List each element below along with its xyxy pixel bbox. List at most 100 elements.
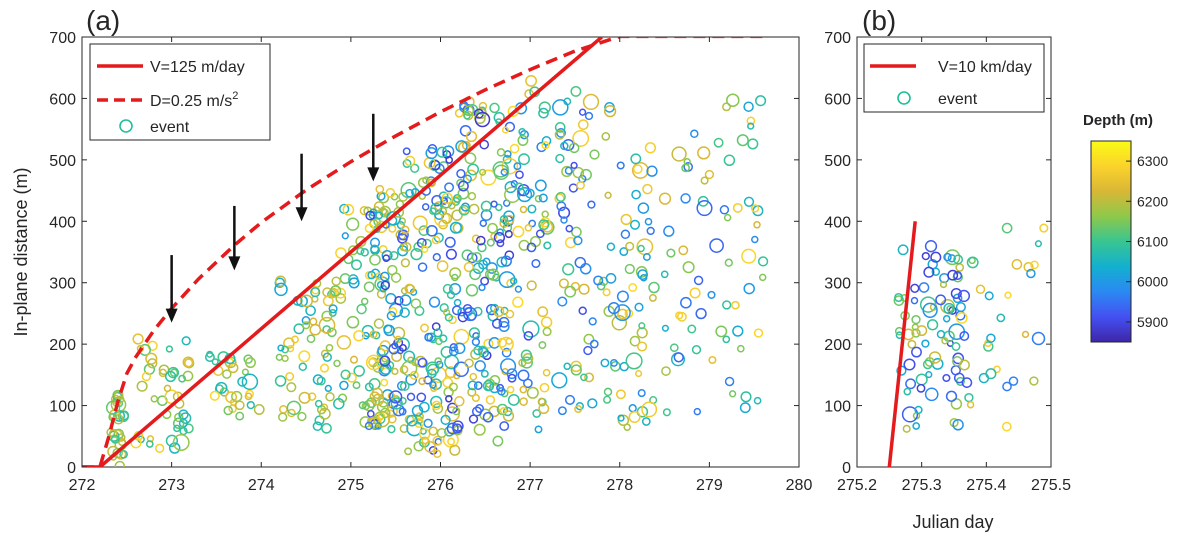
event-marker — [556, 127, 566, 138]
x-axis-label: Julian day — [912, 512, 993, 532]
event-marker — [172, 434, 190, 451]
event-marker — [950, 287, 962, 300]
event-marker — [750, 204, 760, 213]
event-marker — [617, 414, 625, 422]
event-marker — [132, 333, 144, 345]
event-marker — [753, 328, 764, 338]
event-marker — [364, 223, 374, 233]
event-marker — [986, 333, 996, 343]
event-marker — [341, 232, 349, 240]
event-marker — [310, 287, 321, 298]
event-marker — [428, 296, 441, 308]
event-marker — [513, 162, 522, 171]
event-marker — [630, 153, 642, 165]
event-marker — [728, 390, 737, 398]
event-marker — [678, 245, 689, 256]
event-marker — [244, 392, 253, 401]
event-marker — [463, 261, 475, 273]
event-marker — [320, 403, 329, 412]
event-marker — [947, 254, 956, 263]
event-marker — [346, 315, 360, 329]
event-marker — [110, 434, 120, 444]
arrows-layer-a — [165, 113, 380, 323]
event-marker — [473, 306, 483, 317]
event-marker — [1001, 222, 1013, 234]
event-marker — [453, 342, 466, 355]
event-marker — [297, 411, 307, 422]
event-marker — [499, 421, 510, 432]
event-marker — [173, 424, 181, 433]
event-marker — [959, 331, 970, 341]
event-marker — [680, 296, 692, 309]
event-marker — [370, 244, 380, 254]
event-marker — [471, 234, 481, 243]
event-marker — [429, 207, 437, 215]
event-marker — [394, 295, 404, 306]
event-marker — [473, 381, 483, 390]
event-marker — [531, 258, 541, 269]
event-marker — [493, 306, 505, 318]
event-marker — [453, 361, 469, 378]
event-marker — [584, 372, 595, 383]
event-marker — [570, 364, 582, 376]
event-marker — [1029, 376, 1039, 386]
event-marker — [365, 210, 376, 221]
event-marker — [1026, 268, 1036, 279]
event-marker — [638, 322, 646, 330]
event-marker — [369, 391, 381, 402]
event-marker — [410, 298, 422, 309]
colorbar-tick-label: 6300 — [1137, 153, 1168, 169]
event-marker — [946, 305, 954, 313]
event-marker — [474, 360, 486, 372]
event-marker — [724, 258, 733, 267]
event-marker — [515, 170, 524, 180]
event-marker — [914, 405, 923, 415]
event-marker — [524, 188, 535, 199]
event-marker — [404, 447, 413, 456]
event-marker — [558, 278, 569, 289]
event-marker — [916, 383, 926, 393]
event-marker — [945, 390, 958, 402]
event-marker — [695, 307, 707, 320]
event-marker — [563, 362, 571, 371]
event-marker — [496, 228, 504, 236]
event-marker — [560, 141, 569, 151]
event-marker — [496, 256, 508, 268]
legend-a-marker — [119, 119, 133, 133]
event-marker — [379, 207, 388, 216]
event-marker — [145, 440, 154, 448]
event-marker — [646, 165, 658, 177]
colorbar-label: Depth (m) — [1083, 112, 1153, 129]
event-marker — [424, 332, 434, 342]
event-marker — [578, 283, 590, 295]
event-marker — [1002, 381, 1012, 392]
event-marker — [708, 355, 717, 365]
event-marker — [512, 296, 524, 308]
event-marker — [631, 161, 649, 179]
event-marker — [506, 368, 518, 380]
event-marker — [722, 335, 731, 344]
event-marker — [506, 385, 515, 394]
event-marker — [430, 384, 438, 392]
event-marker — [204, 352, 215, 363]
event-marker — [758, 273, 767, 282]
event-marker — [1034, 240, 1042, 248]
event-marker — [724, 376, 735, 387]
event-marker — [446, 290, 456, 300]
event-marker — [456, 169, 466, 179]
event-marker — [374, 272, 384, 281]
x-tick-label: 275.2 — [837, 477, 877, 494]
event-marker — [1021, 330, 1030, 339]
event-marker — [318, 407, 331, 420]
event-marker — [287, 408, 296, 418]
event-marker — [671, 146, 687, 162]
event-marker — [352, 381, 361, 390]
event-marker — [480, 169, 497, 186]
colorbar-tick-label: 5900 — [1137, 314, 1168, 330]
event-marker — [500, 358, 517, 375]
event-marker — [463, 307, 478, 322]
event-marker — [457, 187, 470, 200]
event-marker — [635, 370, 643, 378]
event-marker — [941, 337, 949, 345]
event-marker — [223, 405, 233, 416]
